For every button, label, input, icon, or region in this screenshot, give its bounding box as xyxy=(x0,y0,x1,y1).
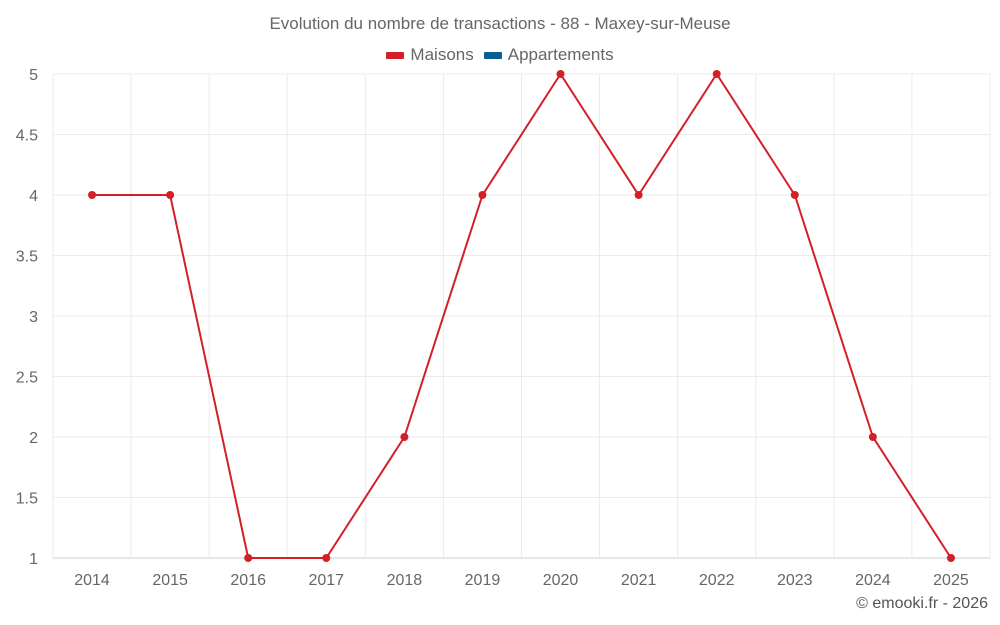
legend-label-appartements: Appartements xyxy=(507,45,614,64)
y-tick-label: 4 xyxy=(29,188,38,205)
credit-text: © emooki.fr - 2026 xyxy=(856,595,988,612)
x-tick-label: 2016 xyxy=(230,572,266,589)
x-tick-label: 2015 xyxy=(152,572,188,589)
y-tick-label: 2 xyxy=(29,430,38,447)
series-line-maisons xyxy=(92,73,952,559)
legend-item-maisons[interactable]: Maisons xyxy=(386,45,474,65)
x-tick-label: 2024 xyxy=(855,572,891,589)
x-tick-label: 2014 xyxy=(74,572,110,589)
data-point xyxy=(868,433,877,441)
x-tick-label: 2022 xyxy=(699,572,735,589)
chart-title: Evolution du nombre de transactions - 88… xyxy=(269,14,731,33)
y-tick-label: 4.5 xyxy=(16,128,38,145)
y-tick-label: 1.5 xyxy=(16,491,38,508)
x-tick-label: 2020 xyxy=(543,572,579,589)
legend-label-maisons: Maisons xyxy=(410,45,474,64)
x-tick-label: 2023 xyxy=(777,572,813,589)
data-point xyxy=(556,70,565,78)
data-point xyxy=(244,554,253,562)
data-point xyxy=(88,191,97,199)
data-point xyxy=(634,191,643,199)
data-point xyxy=(322,554,331,562)
data-point xyxy=(790,191,799,199)
legend-item-appartements[interactable]: Appartements xyxy=(483,45,614,65)
y-tick-label: 3 xyxy=(29,309,38,326)
x-tick-label: 2025 xyxy=(933,572,969,589)
data-point xyxy=(478,191,487,199)
legend-swatch-maisons xyxy=(386,51,405,59)
data-point xyxy=(946,554,955,562)
data-point xyxy=(166,191,175,199)
x-tick-label: 2017 xyxy=(308,572,344,589)
x-tick-label: 2019 xyxy=(465,572,501,589)
y-tick-label: 3.5 xyxy=(16,249,38,266)
y-tick-label: 1 xyxy=(29,551,38,568)
y-tick-label: 5 xyxy=(29,67,38,84)
x-tick-label: 2021 xyxy=(621,572,657,589)
y-tick-label: 2.5 xyxy=(16,370,38,387)
data-point xyxy=(712,70,721,78)
x-tick-label: 2018 xyxy=(387,572,423,589)
legend-swatch-appartements xyxy=(483,51,502,59)
chart-legend: Maisons Appartements xyxy=(0,45,1000,65)
data-point xyxy=(400,433,409,441)
